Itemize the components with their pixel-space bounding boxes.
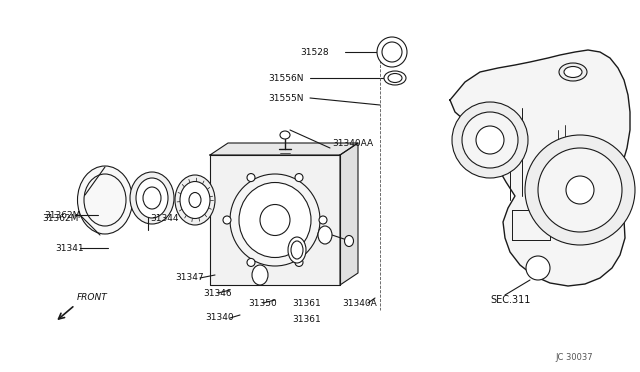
Text: 31556N: 31556N <box>268 74 303 83</box>
Ellipse shape <box>559 63 587 81</box>
Text: 31362M: 31362M <box>42 214 78 222</box>
Ellipse shape <box>189 192 201 208</box>
Polygon shape <box>210 143 358 155</box>
Text: 31555N: 31555N <box>268 93 303 103</box>
Ellipse shape <box>382 42 402 62</box>
Ellipse shape <box>180 182 210 218</box>
Text: FRONT: FRONT <box>77 292 108 301</box>
Text: JC 30037: JC 30037 <box>555 353 593 362</box>
Circle shape <box>295 174 303 182</box>
Ellipse shape <box>384 71 406 85</box>
Circle shape <box>462 112 518 168</box>
Text: 31340: 31340 <box>205 314 234 323</box>
Ellipse shape <box>344 235 353 247</box>
Ellipse shape <box>239 183 311 257</box>
Ellipse shape <box>280 131 290 139</box>
Ellipse shape <box>136 178 168 218</box>
Text: 31350: 31350 <box>248 298 276 308</box>
Text: 31346: 31346 <box>203 289 232 298</box>
Circle shape <box>525 135 635 245</box>
Text: 31362M: 31362M <box>44 211 81 219</box>
Ellipse shape <box>260 205 290 235</box>
Circle shape <box>526 256 550 280</box>
Ellipse shape <box>291 241 303 259</box>
Text: 31361: 31361 <box>292 298 321 308</box>
Circle shape <box>247 174 255 182</box>
Text: 31528: 31528 <box>300 48 328 57</box>
Text: 31344: 31344 <box>150 214 179 222</box>
Ellipse shape <box>130 172 174 224</box>
Circle shape <box>319 216 327 224</box>
Text: SEC.311: SEC.311 <box>490 295 531 305</box>
Text: 31341: 31341 <box>55 244 84 253</box>
Circle shape <box>247 259 255 266</box>
Circle shape <box>452 102 528 178</box>
Ellipse shape <box>564 67 582 77</box>
Ellipse shape <box>318 226 332 244</box>
Text: 31340A: 31340A <box>342 298 377 308</box>
Circle shape <box>295 259 303 266</box>
Ellipse shape <box>252 265 268 285</box>
Text: 31347: 31347 <box>175 273 204 282</box>
Polygon shape <box>450 50 630 286</box>
Polygon shape <box>210 155 340 285</box>
Circle shape <box>476 126 504 154</box>
Text: 31361: 31361 <box>292 315 321 324</box>
Ellipse shape <box>388 74 402 83</box>
Circle shape <box>538 148 622 232</box>
Ellipse shape <box>77 166 132 234</box>
Circle shape <box>566 176 594 204</box>
Ellipse shape <box>377 37 407 67</box>
Polygon shape <box>340 143 358 285</box>
Ellipse shape <box>143 187 161 209</box>
Ellipse shape <box>230 174 320 266</box>
Ellipse shape <box>175 175 215 225</box>
Text: 31340AA: 31340AA <box>332 138 373 148</box>
Ellipse shape <box>288 237 306 263</box>
Circle shape <box>223 216 231 224</box>
